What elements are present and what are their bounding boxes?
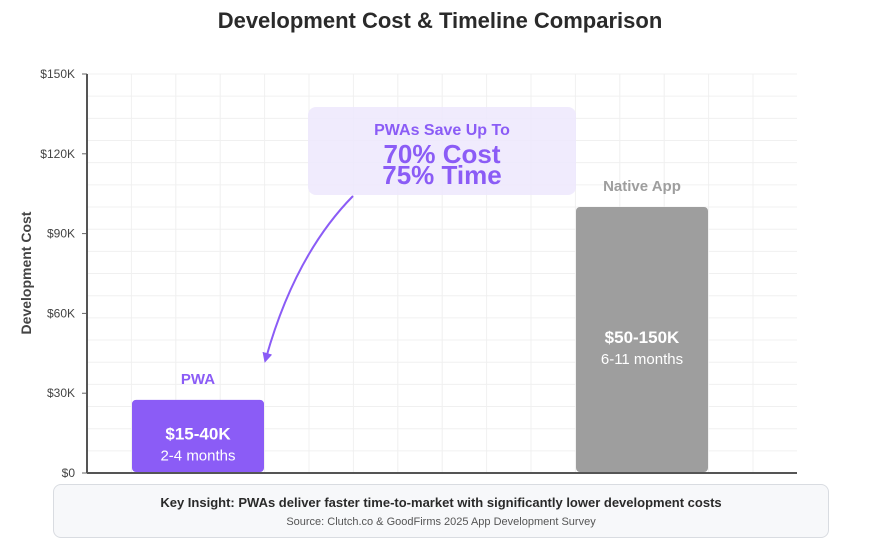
bar-time-label: 2-4 months [160,447,235,464]
bar-1 [576,207,708,472]
insight-text: Key Insight: PWAs deliver faster time-to… [160,495,722,510]
annotation-line3: 75% Time [382,160,501,190]
y-tick-label: $30K [47,386,75,400]
y-tick-label: $120K [40,147,75,161]
insight-box: Key Insight: PWAs deliver faster time-to… [53,484,829,538]
bar-cost-label: $15-40K [165,424,231,443]
bar-category-label: Native App [603,178,681,195]
annotation-line1: PWAs Save Up To [374,122,510,139]
bar-time-label: 6-11 months [601,351,683,368]
y-tick-label: $150K [40,67,75,81]
y-axis-label: Development Cost [18,211,34,334]
bar-category-label: PWA [181,371,215,388]
chart-title: Development Cost & Timeline Comparison [217,8,663,33]
bars: PWA $15-40K 2-4 months Native App $50-150K 6-… [132,178,708,472]
annotation: PWAs Save Up To 70% Cost 75% Time [262,107,576,363]
annotation-box [308,107,576,195]
annotation-line2: 70% Cost [383,139,500,169]
source-text: Source: Clutch.co & GoodFirms 2025 App D… [286,516,596,528]
bar-0 [132,399,264,472]
y-tick-label: $90K [47,227,75,241]
axes: $0 $30K $60K $90K $120K $150K [40,67,797,480]
annotation-arrow [262,195,354,363]
bar-chart: $0 $30K $60K $90K $120K $150K PWA $15-40K 2-4 m… [18,67,797,480]
y-tick-label: $0 [62,466,76,480]
bar-cost-label: $50-150K [605,328,680,347]
y-tick-label: $60K [47,306,75,320]
